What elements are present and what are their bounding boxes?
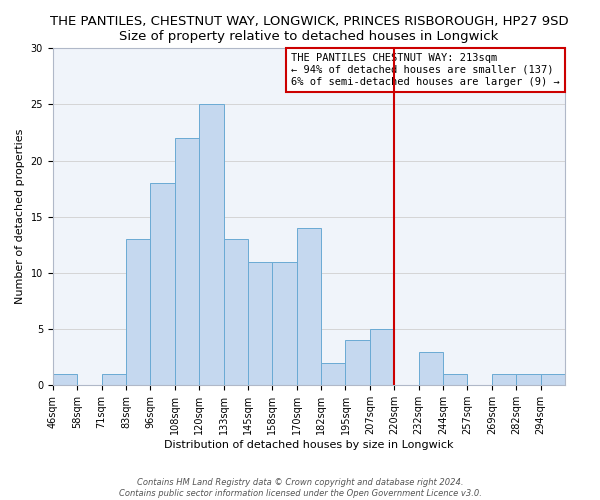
Bar [248, 262, 272, 385]
Bar [126, 239, 151, 385]
Bar [492, 374, 516, 385]
Text: Contains HM Land Registry data © Crown copyright and database right 2024.
Contai: Contains HM Land Registry data © Crown c… [119, 478, 481, 498]
Y-axis label: Number of detached properties: Number of detached properties [15, 129, 25, 304]
Bar [151, 183, 175, 385]
Bar [443, 374, 467, 385]
X-axis label: Distribution of detached houses by size in Longwick: Distribution of detached houses by size … [164, 440, 454, 450]
Text: THE PANTILES CHESTNUT WAY: 213sqm
← 94% of detached houses are smaller (137)
6% : THE PANTILES CHESTNUT WAY: 213sqm ← 94% … [291, 54, 560, 86]
Title: THE PANTILES, CHESTNUT WAY, LONGWICK, PRINCES RISBOROUGH, HP27 9SD
Size of prope: THE PANTILES, CHESTNUT WAY, LONGWICK, PR… [50, 15, 568, 43]
Bar [297, 228, 321, 385]
Bar [516, 374, 541, 385]
Bar [272, 262, 297, 385]
Bar [101, 374, 126, 385]
Bar [541, 374, 565, 385]
Bar [346, 340, 370, 385]
Bar [370, 329, 394, 385]
Bar [419, 352, 443, 385]
Bar [199, 104, 224, 385]
Bar [53, 374, 77, 385]
Bar [175, 138, 199, 385]
Bar [224, 239, 248, 385]
Bar [321, 363, 346, 385]
